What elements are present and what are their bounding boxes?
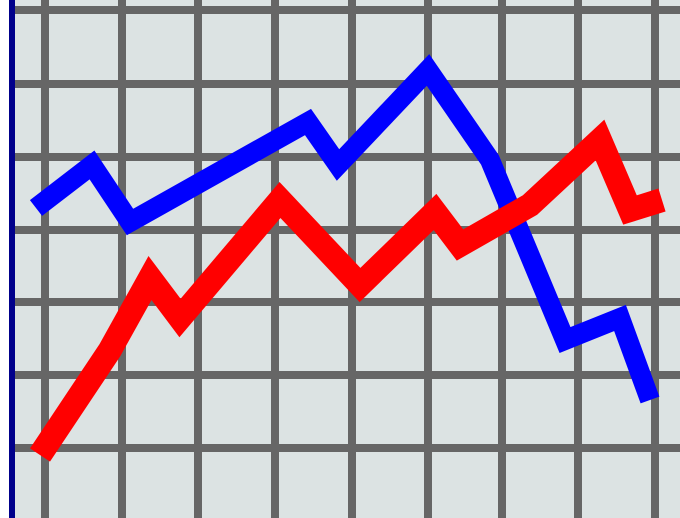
red-trend-line (30, 119, 666, 462)
blue-trend-line (29, 54, 660, 404)
